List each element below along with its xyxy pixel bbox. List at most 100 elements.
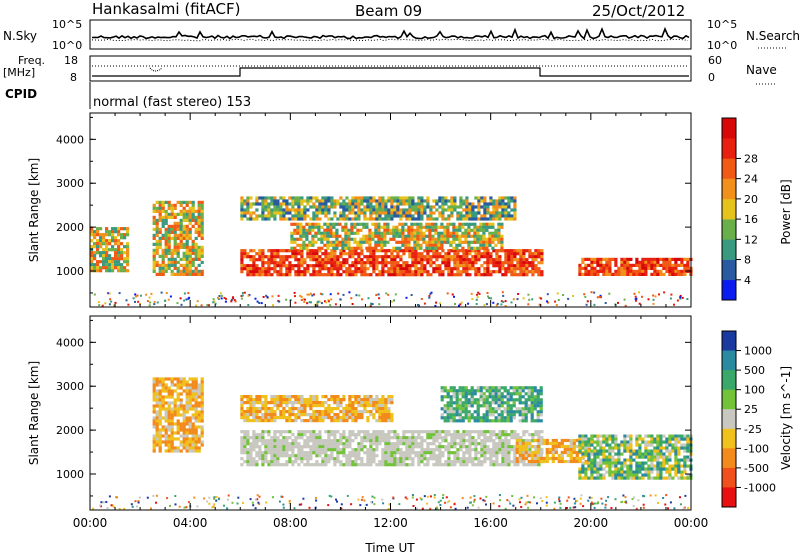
heatmap-cell	[387, 407, 391, 411]
heatmap-cell	[446, 228, 450, 232]
heatmap-cell	[432, 430, 436, 434]
heatmap-cell	[327, 255, 331, 259]
heatmap-cell	[327, 267, 331, 271]
heatmap-cell	[357, 395, 361, 399]
heatmap-cell	[554, 441, 558, 446]
heatmap-cell	[467, 419, 471, 423]
heatmap-cell	[288, 454, 292, 458]
heatmap-cell	[191, 443, 195, 447]
heatmap-cell	[339, 264, 343, 268]
heatmap-cell	[381, 407, 385, 411]
heatmap-cell	[333, 445, 337, 449]
heatmap-cell	[323, 234, 327, 238]
heatmap-cell	[200, 203, 204, 207]
heatmap-cell	[468, 445, 472, 449]
heatmap-cell	[333, 255, 337, 259]
heatmap-cell	[495, 202, 499, 206]
heatmap-cell	[429, 273, 433, 277]
heatmap-cell	[258, 457, 262, 461]
heatmap-cell	[459, 196, 463, 200]
heatmap-cell	[500, 237, 504, 241]
heatmap-cell	[120, 248, 124, 252]
heatmap-cell	[200, 398, 204, 402]
heatmap-cell	[374, 246, 378, 250]
heatmap-speckle	[471, 297, 474, 300]
heatmap-cell	[117, 254, 121, 258]
heatmap-cell	[261, 395, 265, 399]
heatmap-cell	[264, 208, 268, 212]
heatmap-cell	[258, 258, 262, 262]
heatmap-cell	[240, 249, 244, 253]
heatmap-cell	[194, 404, 198, 408]
heatmap-cell	[383, 225, 387, 229]
heatmap-cell	[408, 436, 412, 440]
heatmap-cell	[155, 395, 159, 399]
heatmap-cell	[173, 248, 177, 252]
heatmap-cell	[164, 236, 168, 240]
heatmap-cell	[497, 395, 501, 399]
heatmap-cell	[378, 255, 382, 259]
heatmap-cell	[510, 460, 514, 464]
heatmap-cell	[458, 234, 462, 238]
heatmap-cell	[111, 266, 115, 270]
heatmap-cell	[527, 389, 531, 393]
heatmap-cell	[584, 449, 588, 453]
heatmap-cell	[155, 401, 159, 405]
heatmap-cell	[194, 410, 198, 414]
heatmap-cell	[158, 218, 162, 222]
heatmap-cell	[665, 266, 669, 270]
heatmap-cell	[170, 236, 174, 240]
heatmap-cell	[344, 228, 348, 232]
heatmap-cell	[584, 446, 588, 450]
heatmap-cell	[419, 237, 423, 241]
heatmap-cell	[194, 437, 198, 441]
heatmap-cell	[330, 196, 334, 200]
heatmap-speckle	[145, 293, 148, 296]
heatmap-cell	[179, 443, 183, 447]
heatmap-cell	[246, 401, 250, 405]
heatmap-cell	[491, 231, 495, 235]
heatmap-cell	[333, 273, 337, 277]
heatmap-cell	[351, 255, 355, 259]
heatmap-cell	[368, 243, 372, 247]
heatmap-cell	[384, 270, 388, 274]
heatmap-cell	[359, 237, 363, 241]
heatmap-cell	[462, 252, 466, 256]
heatmap-cell	[413, 234, 417, 238]
heatmap-cell	[456, 252, 460, 256]
heatmap-cell	[315, 439, 319, 443]
heatmap-cell	[384, 407, 388, 411]
heatmap-cell	[303, 430, 307, 434]
heatmap-cell	[516, 252, 520, 256]
heatmap-cell	[485, 389, 489, 393]
heatmap-cell	[438, 252, 442, 256]
heatmap-cell	[173, 437, 177, 441]
heatmap-cell	[506, 413, 510, 417]
heatmap-speckle	[150, 292, 153, 295]
heatmap-cell	[176, 422, 180, 426]
heatmap-cell	[528, 255, 532, 259]
heatmap-cell	[488, 231, 492, 235]
heatmap-cell	[447, 454, 451, 458]
heatmap-cell	[446, 407, 450, 411]
heatmap-cell	[170, 383, 174, 387]
heatmap-cell	[191, 416, 195, 420]
heatmap-speckle	[377, 293, 380, 296]
heatmap-cell	[453, 252, 457, 256]
heatmap-cell	[578, 476, 582, 480]
heatmap-speckle	[306, 302, 309, 305]
heatmap-cell	[393, 448, 397, 452]
heatmap-speckle	[148, 304, 151, 307]
heatmap-cell	[366, 267, 370, 271]
heatmap-cell	[354, 211, 358, 215]
heatmap-cell	[507, 255, 511, 259]
heatmap-cell	[536, 398, 540, 402]
heatmap-cell	[285, 451, 289, 455]
heatmap-speckle	[485, 303, 488, 306]
heatmap-cell	[455, 225, 459, 229]
heatmap-cell	[429, 217, 433, 221]
heatmap-cell	[410, 246, 414, 250]
heatmap-cell	[375, 445, 379, 449]
heatmap-cell	[387, 196, 391, 200]
heatmap-cell	[453, 460, 457, 464]
